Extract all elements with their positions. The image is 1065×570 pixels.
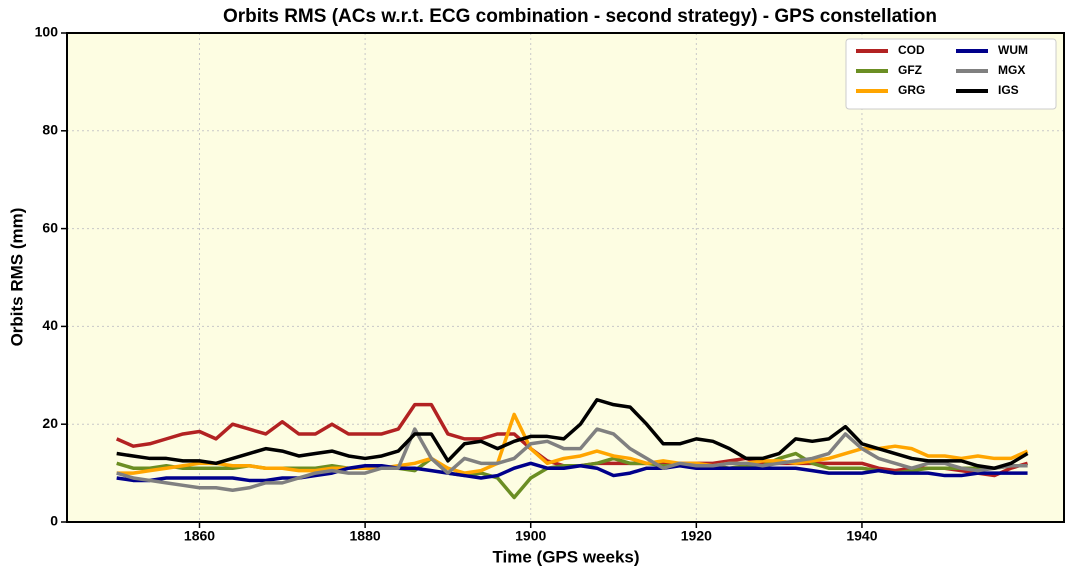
x-axis-label: Time (GPS weeks)	[492, 547, 639, 566]
x-tick-label: 1880	[350, 528, 381, 544]
y-tick-label: 100	[35, 24, 59, 40]
ticks: 0 20 40 60 80 100 1860 1880 1900 1920 1940	[35, 24, 878, 544]
legend-label: IGS	[998, 83, 1019, 97]
y-tick-label: 60	[42, 219, 58, 235]
legend-box	[845, 38, 1057, 110]
x-tick-label: 1940	[846, 528, 877, 544]
plot-background	[67, 33, 1064, 522]
series-line	[116, 398, 1029, 470]
y-tick-label: 80	[42, 122, 58, 138]
legend-label: WUM	[998, 43, 1028, 57]
x-tick-label: 1860	[184, 528, 215, 544]
lines	[115, 398, 1029, 500]
legend-label: MGX	[998, 63, 1025, 77]
legend: COD GFZ GRG WUM MGX IGS	[845, 38, 1057, 110]
series-line	[116, 427, 1028, 492]
legend-label: COD	[898, 43, 925, 57]
y-tick-label: 0	[50, 513, 58, 529]
x-tick-label: 1920	[681, 528, 712, 544]
legend-label: GFZ	[898, 63, 922, 77]
series-line	[116, 461, 1028, 483]
y-tick-label: 40	[42, 317, 58, 333]
x-tick-label: 1900	[515, 528, 546, 544]
y-tick-label: 20	[42, 415, 58, 431]
chart-title: Orbits RMS (ACs w.r.t. ECG combination -…	[223, 6, 937, 27]
y-axis-label: Orbits RMS (mm)	[7, 208, 26, 347]
legend-label: GRG	[898, 83, 925, 97]
plot-frame	[66, 32, 1065, 523]
